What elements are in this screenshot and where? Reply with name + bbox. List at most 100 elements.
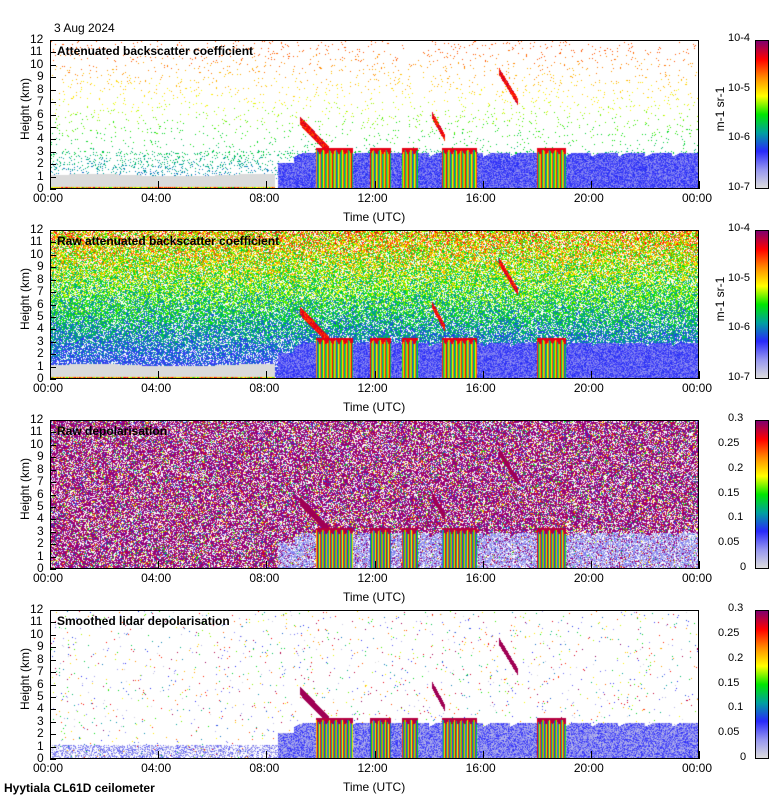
y-tick-label: 4 bbox=[37, 321, 44, 336]
y-tick-mark bbox=[50, 759, 56, 760]
y-tick-label: 10 bbox=[30, 436, 44, 451]
y-tick-mark bbox=[50, 102, 56, 104]
y-tick-mark bbox=[50, 469, 56, 471]
x-tick-label: 00:00 bbox=[33, 571, 64, 585]
x-tick-mark bbox=[50, 751, 51, 759]
x-tick-label: 04:00 bbox=[141, 761, 172, 775]
colorbar-tick-label: 10-5 bbox=[728, 271, 751, 284]
x-tick-label: 00:00 bbox=[682, 191, 713, 205]
y-tick-label: 12 bbox=[30, 222, 44, 236]
x-tick-mark bbox=[590, 371, 592, 379]
colorbar-tick-label: 10-5 bbox=[728, 81, 751, 94]
y-tick-mark bbox=[50, 77, 56, 79]
y-tick-label: 4 bbox=[37, 701, 44, 716]
y-tick-mark bbox=[50, 420, 56, 421]
y-tick-label: 1 bbox=[37, 358, 44, 373]
y-tick-label: 3 bbox=[37, 713, 44, 728]
x-tick-label: 08:00 bbox=[249, 761, 280, 775]
y-tick-label: 12 bbox=[30, 602, 44, 616]
x-tick-mark bbox=[50, 371, 51, 379]
x-tick-label: 04:00 bbox=[141, 571, 172, 585]
y-axis-label: Height (km) bbox=[18, 458, 32, 521]
x-tick-label: 20:00 bbox=[573, 571, 604, 585]
y-tick-mark bbox=[50, 176, 56, 178]
y-tick-mark bbox=[50, 544, 56, 546]
y-tick-mark bbox=[50, 189, 56, 190]
x-tick-label: 04:00 bbox=[141, 191, 172, 205]
y-tick-label: 1 bbox=[37, 738, 44, 753]
y-tick-mark bbox=[50, 634, 56, 636]
y-tick-label: 1 bbox=[37, 548, 44, 563]
x-tick-label: 00:00 bbox=[33, 381, 64, 395]
y-tick-mark bbox=[50, 304, 56, 306]
y-tick-mark bbox=[50, 379, 56, 380]
y-tick-mark bbox=[50, 647, 56, 649]
y-tick-label: 0 bbox=[37, 181, 44, 195]
x-tick-label: 20:00 bbox=[573, 191, 604, 205]
date-label: 3 Aug 2024 bbox=[54, 21, 115, 35]
y-tick-label: 8 bbox=[37, 651, 44, 666]
heatmap-2 bbox=[51, 231, 698, 378]
y-tick-mark bbox=[50, 254, 56, 256]
x-tick-mark bbox=[158, 181, 160, 189]
x-tick-mark bbox=[590, 561, 592, 569]
y-tick-mark bbox=[50, 316, 56, 318]
x-axis-label: Time (UTC) bbox=[343, 210, 406, 224]
x-tick-mark bbox=[158, 751, 160, 759]
x-tick-mark bbox=[482, 371, 484, 379]
y-tick-label: 7 bbox=[37, 284, 44, 299]
y-tick-label: 8 bbox=[37, 461, 44, 476]
y-tick-label: 9 bbox=[37, 449, 44, 464]
x-tick-mark bbox=[158, 561, 160, 569]
x-tick-label: 00:00 bbox=[33, 191, 64, 205]
y-tick-mark bbox=[50, 531, 56, 533]
y-axis-label: Height (km) bbox=[18, 268, 32, 331]
x-tick-label: 00:00 bbox=[682, 571, 713, 585]
x-tick-label: 12:00 bbox=[357, 191, 388, 205]
x-tick-mark bbox=[266, 371, 268, 379]
colorbar-tick-label: 0.05 bbox=[718, 536, 740, 549]
x-tick-mark bbox=[699, 371, 700, 379]
y-tick-mark bbox=[50, 684, 56, 686]
y-tick-label: 12 bbox=[30, 32, 44, 46]
x-tick-label: 04:00 bbox=[141, 381, 172, 395]
y-tick-mark bbox=[50, 151, 56, 153]
colorbar-tick-label: 10-6 bbox=[728, 131, 751, 144]
y-tick-label: 3 bbox=[37, 333, 44, 348]
y-tick-mark bbox=[50, 519, 56, 521]
y-tick-label: 5 bbox=[37, 688, 44, 703]
x-tick-mark bbox=[266, 181, 268, 189]
y-tick-label: 11 bbox=[30, 424, 43, 439]
x-tick-label: 16:00 bbox=[465, 191, 496, 205]
y-tick-mark bbox=[50, 622, 56, 624]
y-tick-mark bbox=[50, 556, 56, 558]
x-tick-label: 08:00 bbox=[249, 191, 280, 205]
y-tick-label: 9 bbox=[37, 639, 44, 654]
y-tick-mark bbox=[50, 139, 56, 141]
y-tick-mark bbox=[50, 126, 56, 128]
x-tick-mark bbox=[50, 561, 51, 569]
y-tick-label: 5 bbox=[37, 118, 44, 133]
colorbar-tick-label: 10-4 bbox=[728, 32, 751, 44]
y-tick-mark bbox=[50, 721, 56, 723]
y-tick-label: 2 bbox=[37, 536, 44, 551]
colorbar bbox=[755, 420, 769, 569]
x-tick-label: 16:00 bbox=[465, 571, 496, 585]
y-tick-label: 10 bbox=[30, 246, 44, 261]
colorbar-tick-label: 0 bbox=[740, 751, 747, 763]
colorbar-tick-label: 10-7 bbox=[728, 181, 751, 193]
heatmap-4 bbox=[51, 611, 698, 758]
colorbar bbox=[755, 610, 769, 759]
heatmap-3 bbox=[51, 421, 698, 568]
plot-area-1: Attenuated backscatter coefficient bbox=[50, 40, 699, 189]
x-tick-label: 00:00 bbox=[33, 761, 64, 775]
x-tick-mark bbox=[158, 371, 160, 379]
x-tick-label: 00:00 bbox=[682, 761, 713, 775]
y-tick-label: 7 bbox=[37, 474, 44, 489]
y-tick-mark bbox=[50, 659, 56, 661]
colorbar-unit-label: m-1 sr-1 bbox=[713, 86, 727, 132]
colorbar bbox=[755, 230, 769, 379]
panel-title: Attenuated backscatter coefficient bbox=[57, 44, 254, 58]
colorbar-tick-label: 0.2 bbox=[728, 651, 744, 664]
y-tick-label: 2 bbox=[37, 156, 44, 171]
